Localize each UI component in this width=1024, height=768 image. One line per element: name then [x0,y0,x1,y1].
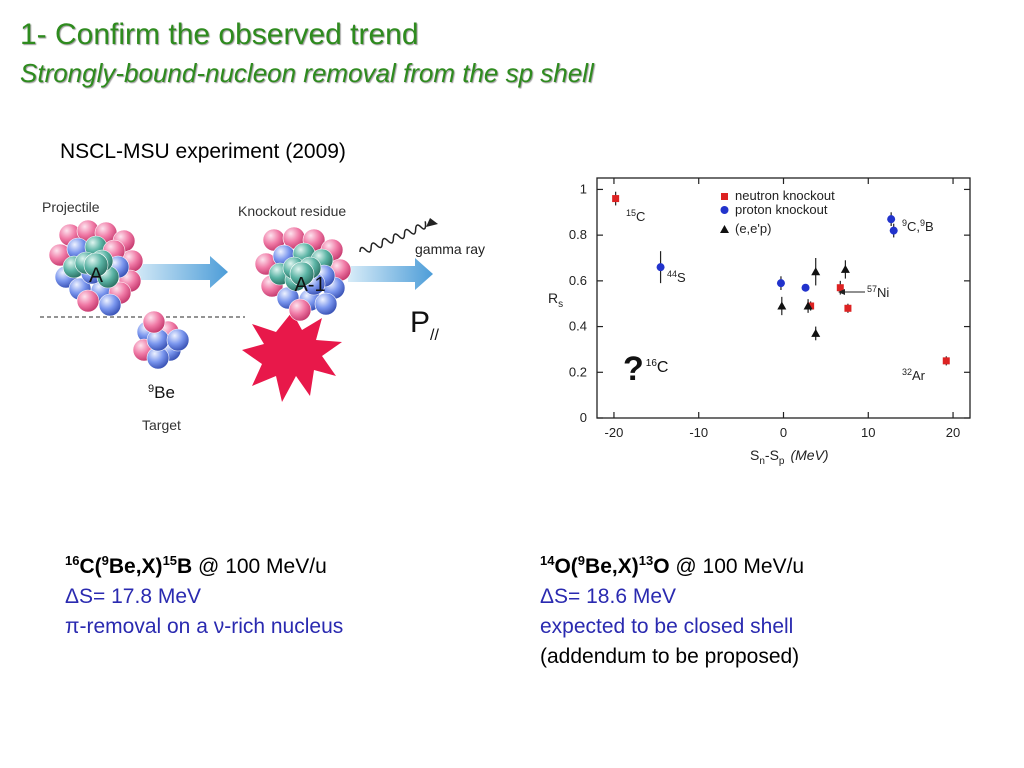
annotation-9c-9b: 9C,9B [902,218,934,234]
x-tick-label: -10 [689,425,708,440]
data-points [612,191,950,366]
annotation-57ni-arrowhead [838,289,845,295]
nucleon [98,293,122,317]
neutron-point [836,284,844,292]
legend-marker-neutron [721,193,728,200]
projectile-nucleus [48,219,144,317]
right-addendum: (addendum to be proposed) [540,645,800,668]
gamma-label: gamma ray [415,241,485,257]
annotation-57ni: 57Ni [867,284,889,300]
y-tick-label: 0.2 [569,364,587,379]
beam-arrow-1 [132,256,228,288]
x-tick-label: 0 [780,425,787,440]
gamma-wave [359,221,427,253]
proton-point [656,263,665,272]
nucleon [314,292,338,316]
annotation-16c: ? 16C [623,350,668,388]
momentum-label: P// [410,306,439,344]
residue-label: Knockout residue [238,203,346,219]
eep-point [840,264,850,273]
y-tick-label: 0.4 [569,319,587,334]
neutron-point [942,357,950,365]
beam-arrow-2 [348,258,433,290]
eep-point [777,301,787,310]
gamma-arrowhead [426,218,438,227]
projectile-label: Projectile [42,199,100,215]
nucleon [166,328,190,352]
legend-marker-eep [720,225,729,233]
annotation-44s: 44S [667,269,686,285]
nucleon [288,298,312,322]
legend-neutron: neutron knockout [735,188,835,203]
proton-point [889,226,898,235]
right-reaction-info: 14O(9Be,X)13O @ 100 MeV/u ΔS= 18.6 MeV e… [540,546,804,672]
axis-ticks: -20 -10 0 10 20 0 0.2 0.4 0.6 0.8 1 [569,178,970,440]
proton-point [776,279,785,288]
right-reaction-formula: 14O(9Be,X)13O @ 100 MeV/u [540,553,805,578]
target-nuclide-label: 9Be [148,383,175,402]
left-delta-s: ΔS= 17.8 MeV [65,585,202,608]
slide-title: 1- Confirm the observed trend [20,18,419,51]
neutron-point [807,302,815,310]
nucleon [142,310,166,334]
y-tick-label: 1 [580,181,587,196]
y-tick-label: 0.6 [569,273,587,288]
residue-nucleus [254,226,352,322]
proton-point [887,215,896,224]
left-description: π-removal on a ν-rich nucleus [65,615,344,638]
legend-proton: proton knockout [735,202,828,217]
experiment-label: NSCL-MSU experiment (2009) [60,140,346,163]
annotation-32ar: 32Ar [902,367,926,383]
y-tick-label: 0.8 [569,227,587,242]
nucleon [76,289,100,313]
target-label: Target [142,417,181,433]
y-tick-label: 0 [580,410,587,425]
nucleus-a-label: A [89,264,103,287]
nucleon [83,252,109,278]
eep-point [811,328,821,337]
eep-point [811,267,821,276]
annotation-15c: 15C [626,208,645,224]
proton-point [801,283,810,292]
target-nucleus [132,310,190,370]
neutron-point [844,304,852,312]
x-axis-label: Sn-Sp (MeV) [750,447,829,467]
right-description: expected to be closed shell [540,615,794,638]
knockout-diagram: Projectile Knockout residue gamma ray A … [40,199,485,433]
nucleon [289,261,315,287]
legend-eep: (e,e'p) [735,221,771,236]
x-tick-label: -20 [605,425,624,440]
neutron-point [612,195,620,203]
right-delta-s: ΔS= 18.6 MeV [540,585,677,608]
left-reaction-info: 16C(9Be,X)15B @ 100 MeV/u ΔS= 17.8 MeV π… [65,546,343,642]
nucleus-a1-label: A-1 [294,274,325,296]
x-tick-label: 10 [861,425,875,440]
collision-starburst [242,312,342,402]
y-axis-label: Rs [548,290,563,310]
legend-marker-proton [720,206,729,214]
slide-subtitle: Strongly-bound-nucleon removal from the … [20,58,594,88]
rs-vs-sn-sp-chart: -20 -10 0 10 20 0 0.2 0.4 0.6 0.8 1 neutron knocko… [548,177,971,467]
x-tick-label: 20 [946,425,960,440]
left-reaction-formula: 16C(9Be,X)15B @ 100 MeV/u [65,553,327,578]
eep-point [803,301,813,310]
